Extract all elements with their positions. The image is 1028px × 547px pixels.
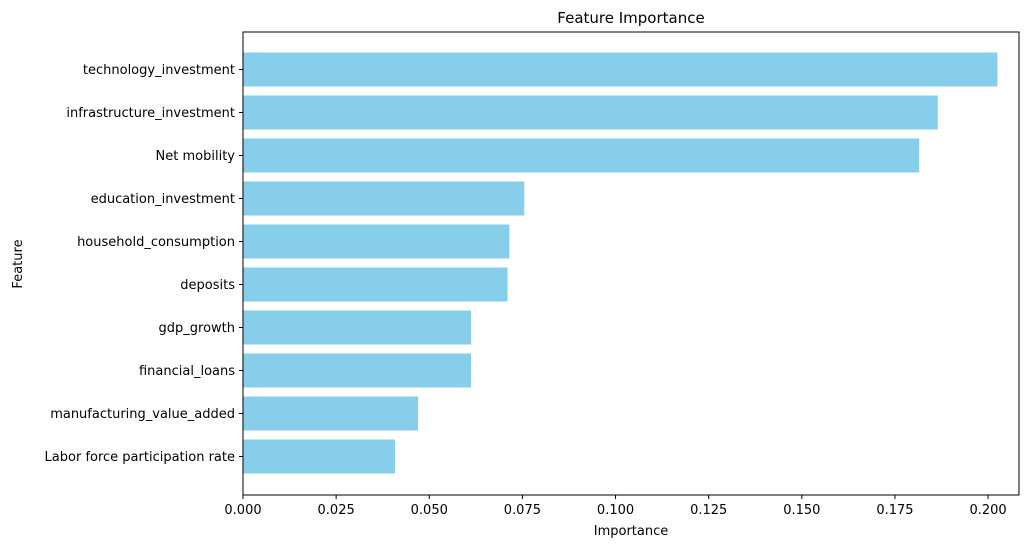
bar-deposits [243,267,508,302]
bar-infrastructure-investment [243,95,938,130]
y-tick-label: financial_loans [139,364,235,379]
x-tick-label: 0.200 [969,503,1006,518]
bar-education-investment [243,181,525,216]
y-tick-label: household_consumption [77,235,235,250]
chart-title: Feature Importance [557,9,704,27]
x-axis-label: Importance [594,524,669,539]
bar-net-mobility [243,138,920,173]
bar-labor-force-participation-rate [243,439,395,474]
plot-frame [242,31,1020,496]
x-tick-label: 0.100 [597,503,634,518]
y-tick-label: technology_investment [83,63,235,78]
bar-financial-loans [243,353,471,388]
bar-household-consumption [243,224,510,259]
y-tick-label: Net mobility [156,149,236,164]
x-tick-label: 0.050 [411,503,448,518]
y-tick-label: manufacturing_value_added [50,407,235,422]
bar-manufacturing-value-added [243,396,419,431]
x-tick-label: 0.175 [876,503,913,518]
x-tick-label: 0.150 [783,503,820,518]
x-tick-label: 0.125 [690,503,727,518]
x-tick-label: 0.025 [318,503,355,518]
x-tick-label: 0.000 [224,503,261,518]
x-tick-label: 0.075 [504,503,541,518]
y-tick-label: gdp_growth [159,321,236,336]
y-tick-label: deposits [180,278,235,293]
y-tick-label: infrastructure_investment [66,106,235,121]
y-axis-label: Feature [11,239,26,288]
y-tick-label: education_investment [91,192,235,207]
bars [243,52,998,474]
y-tick-label: Labor force participation rate [45,450,235,465]
y-axis-ticks: technology_investment infrastructure_inve… [45,63,243,465]
bar-gdp-growth [243,310,471,345]
x-axis-ticks: 0.000 0.025 0.050 0.075 0.100 0.125 0.150 0.175… [224,495,1007,518]
bar-technology-investment [243,52,998,87]
